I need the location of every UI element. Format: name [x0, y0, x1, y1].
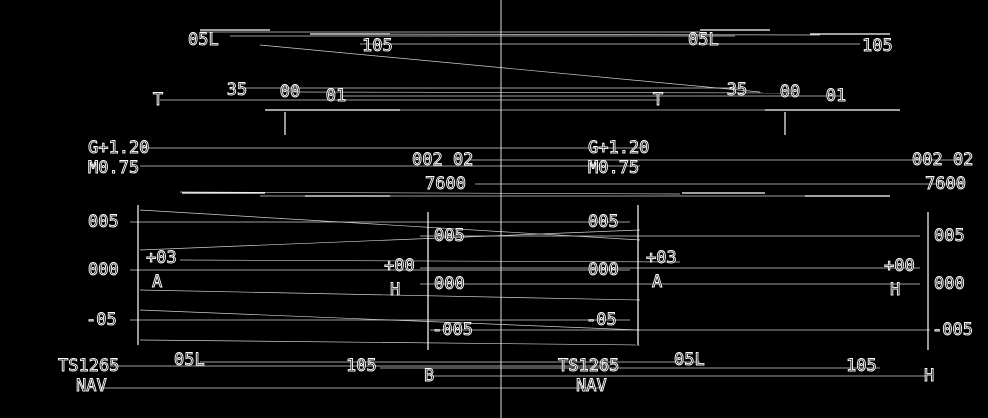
- hud-label: 005: [588, 212, 619, 232]
- hud-label: 7600: [925, 174, 966, 194]
- hud-label: +03: [646, 248, 677, 268]
- hud-label: M0.75: [588, 158, 639, 178]
- hud-label: +00: [884, 256, 915, 276]
- hud-label: NAV: [76, 376, 107, 396]
- hud-label: A: [652, 272, 662, 292]
- hud-label: -005: [432, 320, 473, 340]
- hud-label: 000: [934, 274, 965, 294]
- hud-label: NAV: [576, 376, 607, 396]
- hud-label: -005: [932, 320, 973, 340]
- hud-label: +00: [384, 256, 415, 276]
- hud-label: H: [390, 280, 400, 300]
- hud-label: T: [653, 90, 663, 110]
- hud-label: 7600: [425, 174, 466, 194]
- hud-label: H: [890, 280, 900, 300]
- hud-label: M0.75: [88, 158, 139, 178]
- hud-label: 05L: [674, 350, 705, 370]
- hud-label: T: [153, 90, 163, 110]
- hud-label: 002 02: [412, 150, 473, 170]
- hud-label: 000: [588, 260, 619, 280]
- hud-label: 105: [346, 356, 377, 376]
- hud-label: 005: [434, 226, 465, 246]
- hud-label: 000: [434, 274, 465, 294]
- hud-label: 00: [780, 82, 800, 102]
- hud-label: A: [152, 272, 162, 292]
- hud-label: 000: [88, 260, 119, 280]
- hud-label: 05L: [174, 350, 205, 370]
- hud-label: 01: [826, 86, 846, 106]
- hud-label: B: [424, 366, 434, 386]
- hud-label: +03: [146, 248, 177, 268]
- hud-label: 01: [326, 86, 346, 106]
- hud-label: 005: [88, 212, 119, 232]
- hud-label: 05L: [188, 30, 219, 50]
- hud-label: TS1265: [58, 356, 119, 376]
- match-view: 05L105T350001G+1.20M0.75002 027600005000…: [0, 0, 988, 418]
- hud-label: 00: [280, 82, 300, 102]
- hud-label: -05: [86, 310, 117, 330]
- hud-label: -05: [586, 310, 617, 330]
- hud-label: 002 02: [912, 150, 973, 170]
- hud-label: 105: [362, 36, 393, 56]
- hud-label: 105: [846, 356, 877, 376]
- hud-label: 35: [727, 80, 747, 100]
- hud-label: 105: [862, 36, 893, 56]
- hud-label: G+1.20: [88, 138, 149, 158]
- hud-label: H: [924, 366, 934, 386]
- background: [0, 0, 988, 418]
- hud-label: TS1265: [558, 356, 619, 376]
- hud-label: G+1.20: [588, 138, 649, 158]
- hud-label: 005: [934, 226, 965, 246]
- hud-label: 35: [227, 80, 247, 100]
- hud-label: 05L: [688, 30, 719, 50]
